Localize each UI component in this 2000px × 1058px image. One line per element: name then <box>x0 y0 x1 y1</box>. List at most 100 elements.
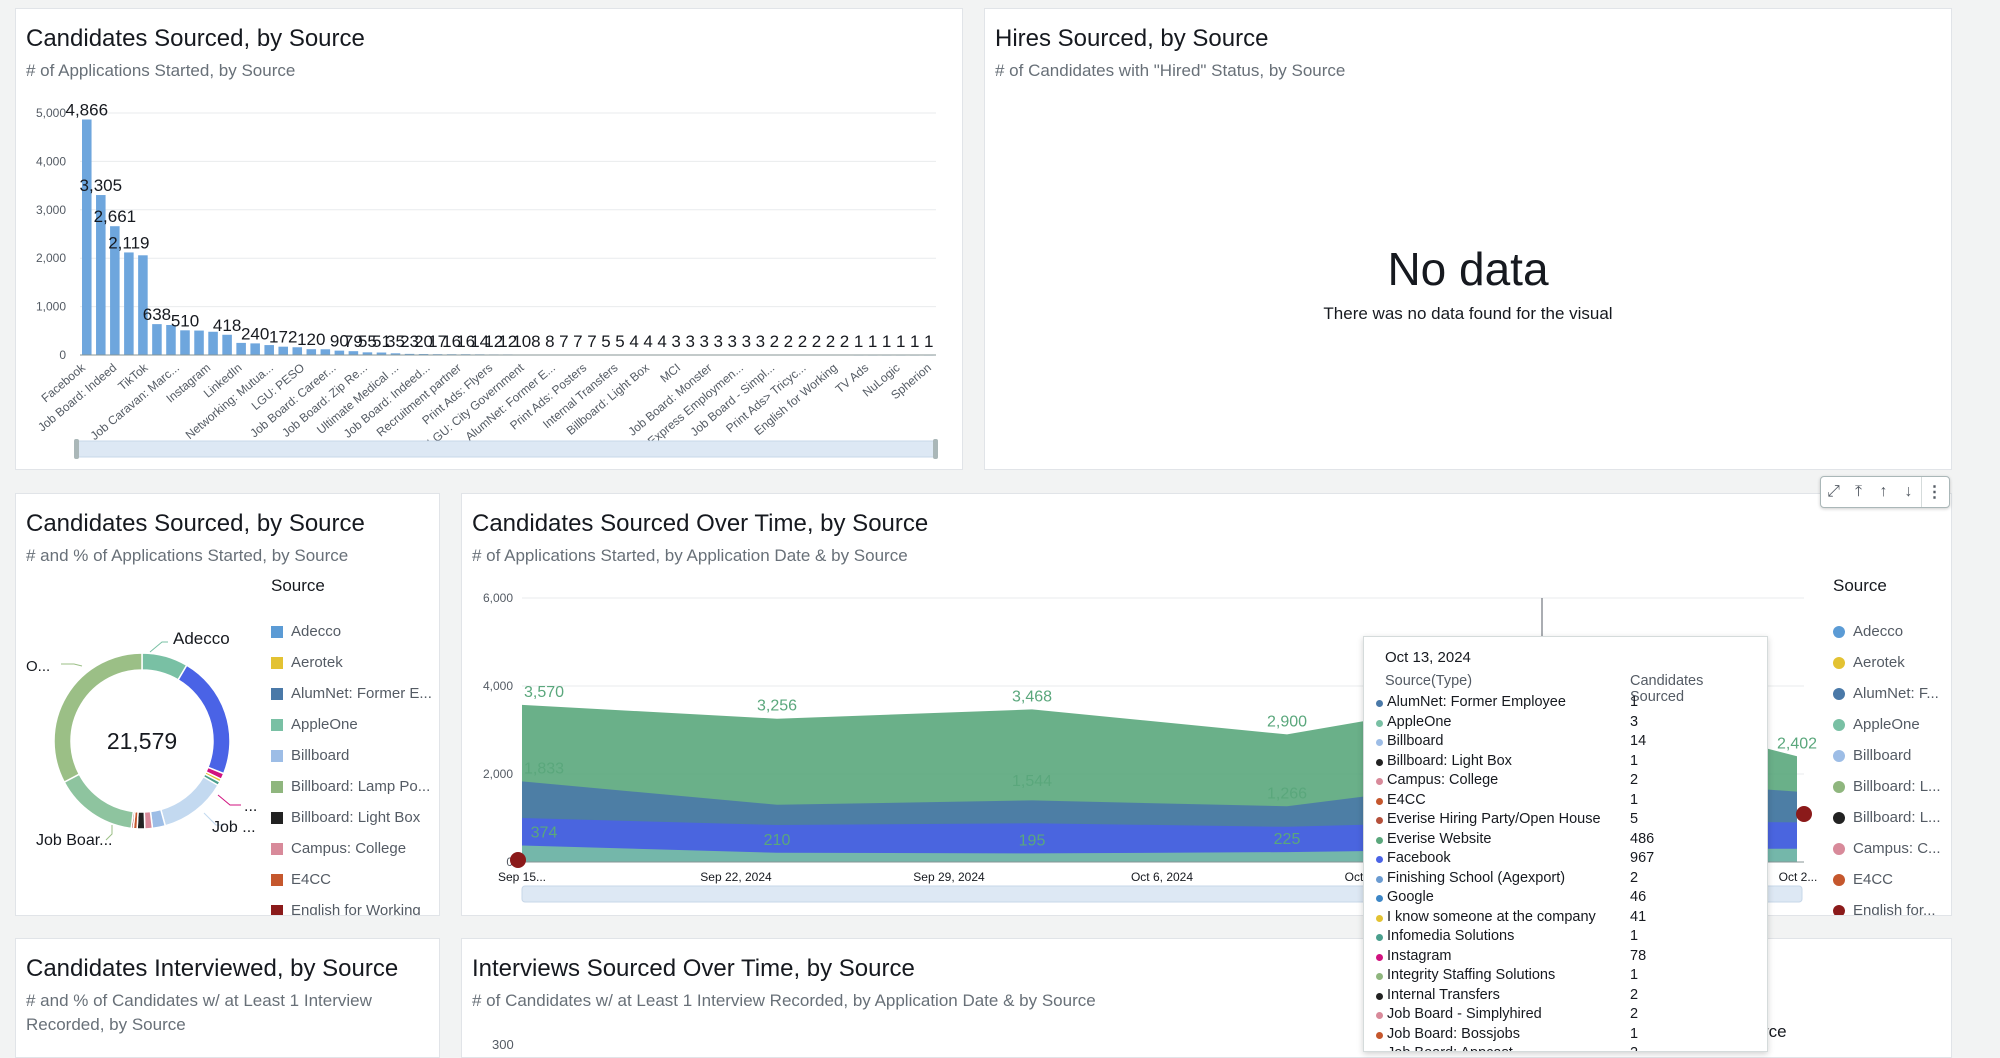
data-label: 3,570 <box>524 684 564 701</box>
legend-swatch <box>271 687 283 700</box>
tooltip-header: Source(Type) Candidates Sourced <box>1385 673 1755 705</box>
bar <box>334 350 345 355</box>
tooltip-value: 1 <box>1630 752 1639 769</box>
tooltip-swatch <box>1376 973 1383 980</box>
tooltip-value: 1 <box>1630 694 1639 710</box>
tooltip-value: 78 <box>1630 947 1647 964</box>
y-tick-label: 6,000 <box>483 591 513 605</box>
data-label: 5 <box>601 332 610 351</box>
bar <box>152 324 162 355</box>
expand-icon[interactable]: ⤢ <box>1827 483 1840 500</box>
tooltip-source: Campus: College <box>1387 772 1499 788</box>
scrollbar <box>75 440 937 458</box>
legend-item[interactable]: Billboard <box>271 740 439 771</box>
tooltip-swatch <box>1376 914 1383 922</box>
legend-item[interactable]: Campus: College <box>271 833 439 864</box>
donut-legend: Source Adecco Aerotek AlumNet: Former E...… <box>271 576 439 915</box>
legend-item[interactable]: Aerotek <box>271 647 439 678</box>
more-options-icon[interactable]: ⋮ <box>1921 477 1947 507</box>
tooltip-swatch <box>1376 856 1383 863</box>
legend-item[interactable]: AlumNet: F... <box>1833 678 1951 709</box>
donut-slice <box>53 652 143 784</box>
legend-item[interactable]: Billboard: Light Box <box>271 802 439 833</box>
bar <box>208 331 218 355</box>
tooltip-swatch <box>1376 758 1383 766</box>
y-tick-label: 0 <box>59 348 66 362</box>
data-label: 5 <box>615 332 624 351</box>
legend-item[interactable]: Adecco <box>271 616 439 647</box>
tooltip-row: Billboard 14 <box>1376 732 1761 752</box>
data-label: 3 <box>728 332 737 351</box>
y-tick-label: 3,000 <box>36 203 66 217</box>
legend-swatch <box>1833 904 1845 915</box>
tooltip-value: 5 <box>1630 811 1639 827</box>
legend-label: English for... <box>1853 902 1936 916</box>
data-label: 210 <box>764 832 791 849</box>
legend-item[interactable]: Adecco <box>1833 616 1951 647</box>
legend-item[interactable]: Billboard: L... <box>1833 771 1951 802</box>
data-label: 1,266 <box>1267 785 1307 802</box>
tooltip-source: Google <box>1387 889 1434 905</box>
tooltip-source: Everise Website <box>1387 830 1492 847</box>
legend-swatch <box>271 749 283 762</box>
data-label: 3 <box>742 332 751 351</box>
donut-chart[interactable]: 21,579 Adecco O... Job Boar... Job ...... <box>16 494 440 916</box>
tooltip-value: 486 <box>1630 830 1655 847</box>
tooltip-swatch <box>1376 992 1383 1000</box>
legend-item[interactable]: Billboard: Lamp Po... <box>271 771 439 802</box>
legend-label: Adecco <box>291 623 342 640</box>
bar <box>292 347 303 355</box>
legend-item[interactable]: Aerotek <box>1833 647 1951 678</box>
data-label: 4 <box>629 332 638 351</box>
bar <box>390 353 401 355</box>
move-down-icon[interactable]: ↓ <box>1904 483 1913 500</box>
legend-item[interactable]: English for... <box>1833 895 1951 916</box>
data-label: 3,305 <box>80 176 123 195</box>
legend-label: Campus: C... <box>1853 840 1941 857</box>
legend-label: AlumNet: Former E... <box>291 685 432 702</box>
donut-center-value: 21,579 <box>107 728 177 754</box>
legend-item[interactable]: E4CC <box>1833 864 1951 895</box>
tooltip-value: 1 <box>1630 791 1639 808</box>
legend-swatch <box>271 656 283 669</box>
data-label: 3,468 <box>1012 688 1052 705</box>
legend-swatch <box>1833 842 1845 855</box>
legend-item[interactable]: AppleOne <box>1833 709 1951 740</box>
data-label: 510 <box>171 311 199 330</box>
tooltip-row: Internal Transfers 2 <box>1376 986 1761 1006</box>
legend-item[interactable]: AppleOne <box>271 709 439 740</box>
bar <box>124 252 134 355</box>
bar-chart[interactable]: 0 1,000 2,000 3,000 4,000 5,000 4,866 3,305 2,66… <box>16 9 963 470</box>
legend-item[interactable]: English for Working <box>271 895 439 915</box>
bar <box>166 324 176 355</box>
tooltip-source: E4CC <box>1387 791 1426 808</box>
move-top-icon[interactable]: ⤒ <box>1854 483 1863 500</box>
donut-label-more: ... <box>244 798 257 815</box>
tooltip-row: AlumNet: Former Employee 1 <box>1376 693 1761 713</box>
tooltip-row: Infomedia Solutions 1 <box>1376 927 1761 947</box>
data-label: 1 <box>854 332 863 351</box>
tooltip-date: Oct 13, 2024 <box>1385 649 1471 666</box>
tooltip-source: Infomedia Solutions <box>1387 928 1515 944</box>
legend-item[interactable]: Billboard <box>1833 740 1951 771</box>
move-up-icon[interactable]: ↑ <box>1879 483 1888 500</box>
data-label: 3 <box>699 332 708 351</box>
card-subtitle: # of Applications Started, by Applicatio… <box>472 546 908 565</box>
legend-label: Aerotek <box>1853 654 1905 671</box>
visual-toolbar: ⤢ ⤒ ↑ ↓ ⋮ <box>1820 476 1950 508</box>
tooltip-row: E4CC 1 <box>1376 791 1761 811</box>
bar <box>376 352 387 355</box>
legend-label: E4CC <box>291 871 332 888</box>
data-label: 3 <box>756 332 765 351</box>
legend-item[interactable]: Billboard: L... <box>1833 802 1951 833</box>
y-tick-label: 4,000 <box>36 154 66 168</box>
tooltip-swatch <box>1376 1012 1383 1019</box>
legend-item[interactable]: AlumNet: Former E... <box>271 678 439 709</box>
legend-item[interactable]: Campus: C... <box>1833 833 1951 864</box>
tooltip-col-value: Candidates Sourced <box>1630 673 1704 705</box>
legend-item[interactable]: E4CC <box>271 864 439 895</box>
tooltip-value: 2 <box>1630 1006 1639 1022</box>
legend-title: Source <box>271 576 325 595</box>
x-tick-label: Sep 22, 2024 <box>700 870 772 884</box>
data-label: 195 <box>1019 832 1046 849</box>
